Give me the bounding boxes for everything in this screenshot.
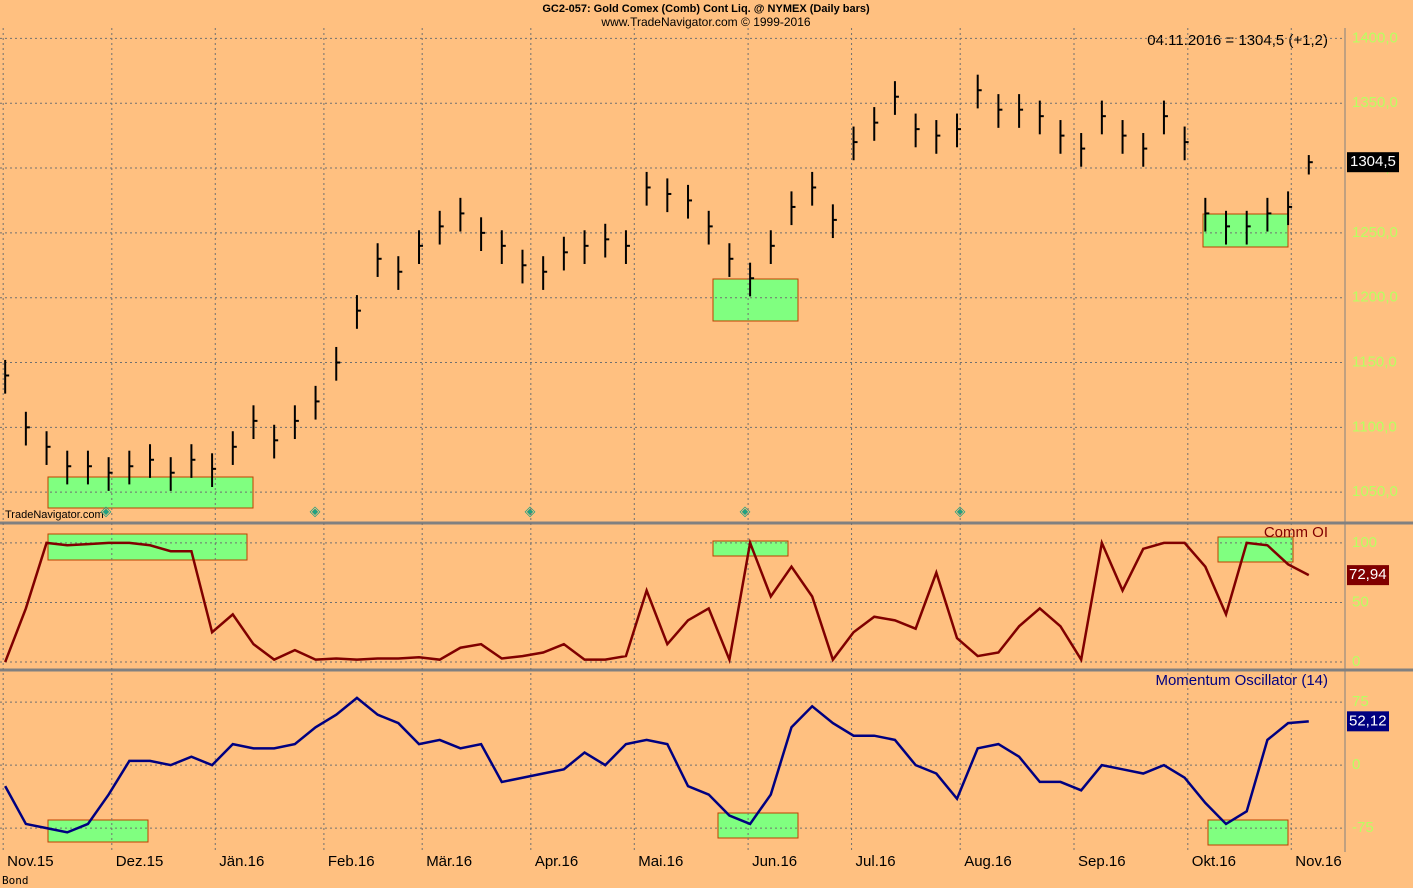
- x-tick-label: Nov.15: [7, 853, 53, 870]
- annotation: 04.11.2016 = 1304,5 (+1,2): [1147, 32, 1328, 49]
- x-tick-label: Jun.16: [752, 853, 797, 870]
- panel-separators: [0, 28, 1413, 852]
- y-tick-label: 1150,0: [1352, 353, 1397, 370]
- y-tick-label: 0: [1352, 653, 1360, 670]
- highlight-boxes: [47, 213, 1294, 846]
- icons: ◈ ◈ ◈ ◈ ◈: [101, 503, 966, 519]
- chart-title: GC2-057: Gold Comex (Comb) Cont Liq. @ N…: [542, 3, 870, 15]
- y-tick-label: 0: [1352, 756, 1360, 773]
- x-tick-label: Jän.16: [219, 853, 264, 870]
- y-tick-label: 1200,0: [1352, 289, 1398, 306]
- footer: Bond: [2, 874, 29, 887]
- x-tick-label: Feb.16: [328, 853, 375, 870]
- y-tick-label: 1400,0: [1352, 29, 1398, 46]
- watermark: TradeNavigator.com: [5, 509, 104, 521]
- last-value: 72,94: [1349, 566, 1387, 583]
- line-series: [4, 538, 1310, 665]
- last-value: 52,12: [1349, 712, 1387, 729]
- y-tick-label: 50: [1352, 593, 1369, 610]
- y-tick-label: 1050,0: [1352, 483, 1398, 500]
- svg-text:◈: ◈: [525, 503, 536, 519]
- y-tick-label: 75: [1352, 693, 1369, 710]
- x-tick-label: Nov.16: [1295, 853, 1341, 870]
- x-tick-label: Dez.15: [116, 853, 164, 870]
- last-value: 1304,5: [1350, 153, 1396, 170]
- y-tick-label: 1250,0: [1352, 224, 1398, 241]
- x-tick-label: Sep.16: [1078, 853, 1126, 870]
- svg-text:◈: ◈: [310, 503, 321, 519]
- last-value-box: [1347, 565, 1389, 586]
- svg-text:◈: ◈: [955, 503, 966, 519]
- y-tick-label: 1350,0: [1352, 94, 1398, 111]
- svg-text:◈: ◈: [740, 503, 751, 519]
- chart-subtitle: www.TradeNavigator.com © 1999-2016: [600, 15, 810, 29]
- x-tick-label: Jul.16: [856, 853, 896, 870]
- x-tick-label: Mär.16: [426, 853, 472, 870]
- y-tick-label: -75: [1352, 819, 1374, 836]
- last-value-box: [1347, 711, 1389, 732]
- y-tick-label: 1100,0: [1352, 418, 1397, 435]
- y-tick-label: 100: [1352, 534, 1377, 551]
- x-tick-label: Mai.16: [638, 853, 683, 870]
- panel-title: Comm OI: [1264, 524, 1328, 541]
- x-tick-label: Okt.16: [1192, 853, 1236, 870]
- x-tick-label: Apr.16: [535, 853, 578, 870]
- svg-text:◈: ◈: [101, 503, 112, 519]
- last-value-box: [1347, 152, 1399, 173]
- panel-title: Momentum Oscillator (14): [1155, 672, 1328, 689]
- x-tick-label: Aug.16: [964, 853, 1012, 870]
- line-series: [4, 696, 1309, 834]
